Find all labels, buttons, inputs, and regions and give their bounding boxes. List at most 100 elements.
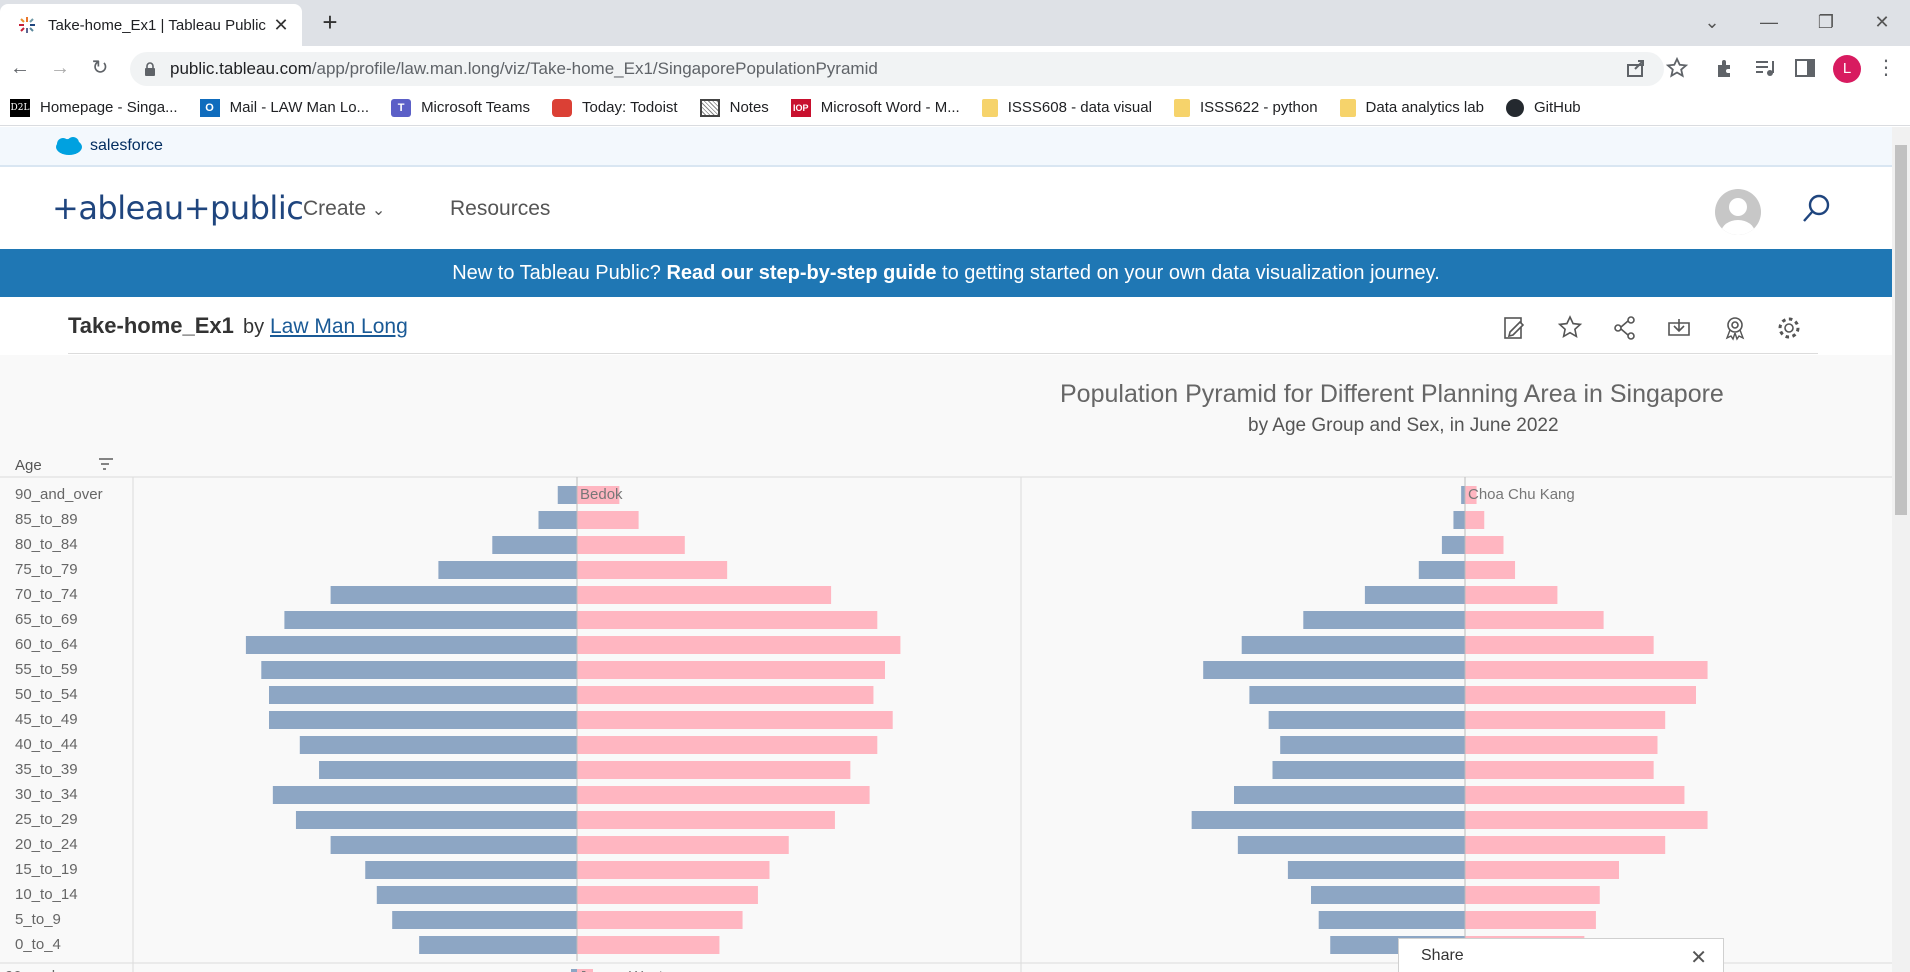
age-tick-label: 15_to_19 <box>15 861 78 878</box>
bookmark-item[interactable]: O Mail - LAW Man Lo... <box>199 98 369 117</box>
window-close-icon[interactable]: ✕ <box>1874 12 1890 32</box>
browser-toolbar: ← → ↻ public.tableau.com/app/profile/law… <box>0 46 1910 90</box>
bookmark-item[interactable]: Notes <box>699 98 769 117</box>
age-tick-label: 0_to_4 <box>15 936 61 953</box>
male-bar <box>1272 761 1465 779</box>
male-bar <box>1287 861 1465 879</box>
minimize-icon[interactable]: — <box>1760 12 1778 32</box>
address-bar[interactable]: public.tableau.com/app/profile/law.man.l… <box>130 52 1664 86</box>
close-share-icon[interactable]: ✕ <box>1690 947 1707 969</box>
female-bar <box>577 969 593 972</box>
profile-avatar[interactable]: L <box>1833 55 1861 83</box>
female-bar <box>577 786 870 804</box>
viz-of-the-day-icon[interactable] <box>1722 315 1748 341</box>
age-tick-label: 50_to_54 <box>15 686 78 703</box>
share-label: Share <box>1421 947 1464 964</box>
extensions-icon[interactable] <box>1713 56 1737 80</box>
female-bar <box>1465 786 1685 804</box>
restore-icon[interactable]: ❐ <box>1817 12 1835 32</box>
salesforce-label[interactable]: salesforce <box>90 137 163 154</box>
male-bar <box>492 536 577 554</box>
side-panel-icon[interactable] <box>1793 56 1817 80</box>
bookmark-item[interactable]: D2L Homepage - Singa... <box>10 98 178 117</box>
female-bar <box>577 936 720 954</box>
planning-area-label: Jurong West <box>579 968 664 972</box>
browser-tab[interactable]: Take-home_Ex1 | Tableau Public ✕ <box>0 4 302 46</box>
female-bar <box>577 861 770 879</box>
male-bar <box>269 686 577 704</box>
resources-link[interactable]: Resources <box>450 197 551 220</box>
share-panel[interactable]: Share ✕ <box>1398 938 1724 972</box>
tableau-viz-area: 90_and_over 85_to_89 80_to_84 75_to_79 70_to… <box>0 355 1892 972</box>
male-bar <box>330 586 577 604</box>
new-tab-button[interactable]: + <box>322 7 338 37</box>
close-tab-icon[interactable]: ✕ <box>273 15 289 35</box>
salesforce-cloud-icon[interactable] <box>54 136 84 156</box>
bookmark-item[interactable]: Data analytics lab <box>1339 98 1484 117</box>
bookmark-item[interactable]: T Microsoft Teams <box>391 98 530 117</box>
scrollbar-thumb[interactable] <box>1895 145 1907 515</box>
male-bar <box>1453 511 1465 529</box>
forward-icon[interactable]: → <box>50 57 70 79</box>
tableau-public-logo[interactable]: +ableau+public <box>52 189 304 227</box>
favorite-star-icon[interactable] <box>1557 315 1583 341</box>
male-bar <box>1191 811 1465 829</box>
female-bar <box>577 736 878 754</box>
header-divider <box>68 353 1818 354</box>
age-tick-label: 55_to_59 <box>15 661 78 678</box>
female-bar <box>577 511 639 529</box>
back-icon[interactable]: ← <box>10 57 30 79</box>
bookmark-item[interactable]: ISSS622 - python <box>1173 98 1318 117</box>
age-tick-label: 65_to_69 <box>15 611 78 628</box>
female-bar <box>1465 736 1658 754</box>
female-bar <box>1465 886 1600 904</box>
male-bar <box>1203 661 1465 679</box>
female-bar <box>577 636 901 654</box>
tab-search-icon[interactable]: ⌄ <box>1704 12 1720 32</box>
bookmark-item[interactable]: ISSS608 - data visual <box>981 98 1152 117</box>
lock-icon <box>145 62 155 76</box>
age-tick-label: 35_to_39 <box>15 761 78 778</box>
male-bar <box>284 611 577 629</box>
population-pyramid-chart: 90_and_over 85_to_89 80_to_84 75_to_79 70_to… <box>0 476 1892 972</box>
male-bar <box>261 661 577 679</box>
age-tick-label: 40_to_44 <box>15 736 78 753</box>
female-bar <box>577 911 743 929</box>
chart-subtitle: by Age Group and Sex, in June 2022 <box>1248 415 1559 436</box>
age-axis-header: Age <box>15 457 42 474</box>
media-control-icon[interactable] <box>1753 56 1777 80</box>
user-avatar-icon[interactable] <box>1715 189 1761 235</box>
age-tick-label: 70_to_74 <box>15 586 78 603</box>
bookmark-item[interactable]: GitHub <box>1505 98 1581 117</box>
female-bar <box>577 836 789 854</box>
page-scrollbar[interactable] <box>1892 127 1910 972</box>
bookmark-star-icon[interactable] <box>1665 56 1689 80</box>
female-bar <box>577 711 893 729</box>
guide-link[interactable]: Read our step-by-step guide <box>666 262 937 284</box>
edit-viz-icon[interactable] <box>1502 315 1528 341</box>
male-bar <box>392 911 577 929</box>
bookmark-item[interactable]: Today: Todoist <box>551 98 678 117</box>
male-bar <box>319 761 577 779</box>
male-bar <box>438 561 577 579</box>
settings-gear-icon[interactable] <box>1776 315 1802 341</box>
female-bar <box>1465 861 1619 879</box>
search-icon[interactable] <box>1800 193 1832 225</box>
female-bar <box>577 586 832 604</box>
download-icon[interactable] <box>1666 315 1692 341</box>
female-bar <box>1465 811 1708 829</box>
share-icon[interactable] <box>1612 315 1638 341</box>
browser-tab-strip: Take-home_Ex1 | Tableau Public ✕ + ⌄ — ❐… <box>0 0 1910 46</box>
sort-icon[interactable] <box>99 458 113 470</box>
female-bar <box>1465 761 1654 779</box>
male-bar <box>295 811 577 829</box>
create-menu[interactable]: Create ⌄ <box>303 197 386 220</box>
share-page-icon[interactable] <box>1624 56 1648 80</box>
female-bar <box>577 561 728 579</box>
male-bar <box>1311 886 1465 904</box>
author-link[interactable]: Law Man Long <box>270 315 408 338</box>
salesforce-bar: salesforce <box>0 127 1892 167</box>
reload-icon[interactable]: ↻ <box>91 57 109 79</box>
bookmark-item[interactable]: IOP Microsoft Word - M... <box>790 98 960 117</box>
chrome-menu-icon[interactable]: ⋮ <box>1876 57 1896 79</box>
